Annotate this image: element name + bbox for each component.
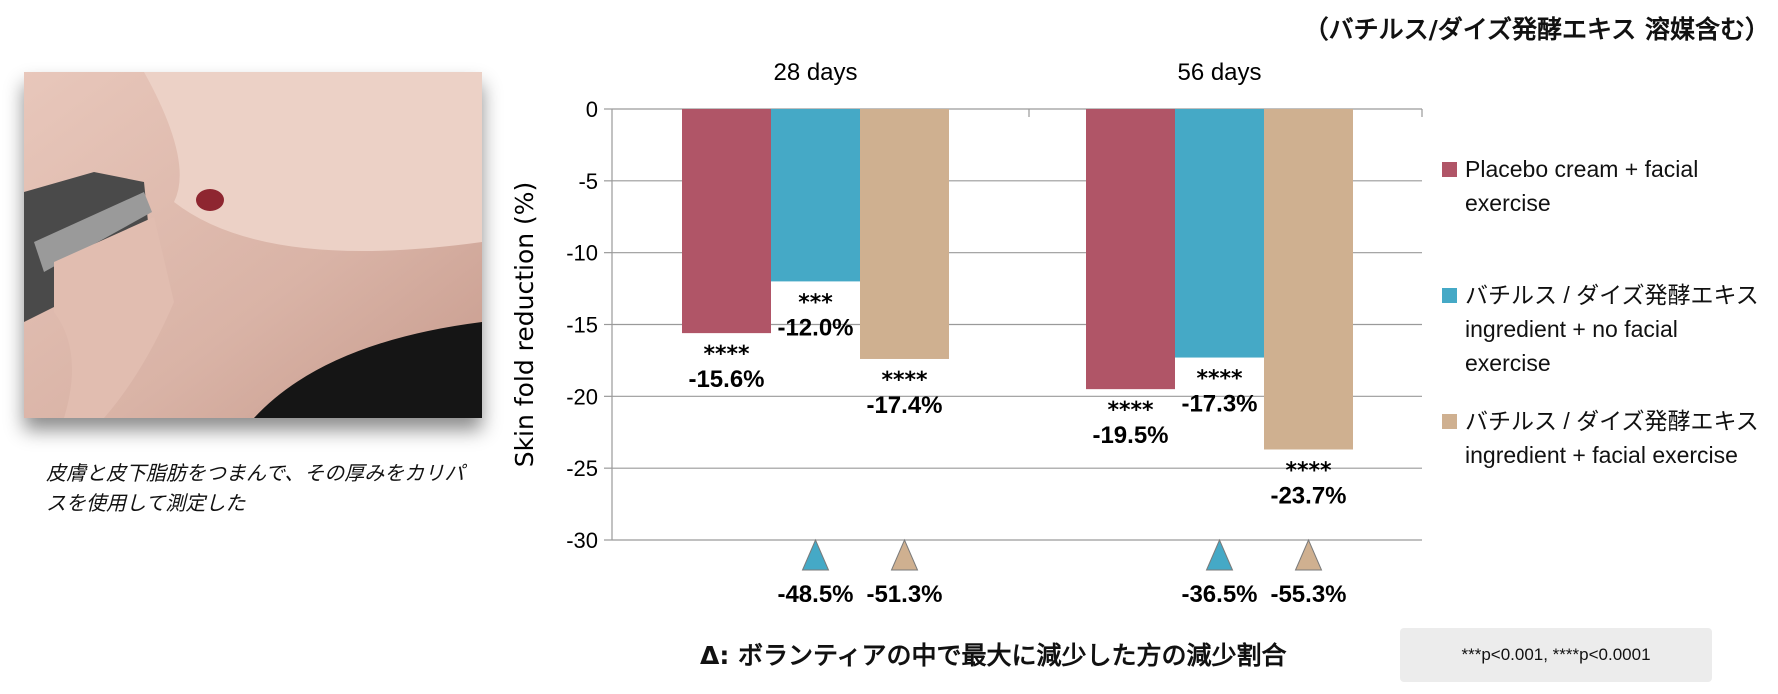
bar [860, 109, 949, 359]
max-reduction-note: Δ: ボランティアの中で最大に減少した方の減少割合 [700, 641, 1287, 670]
neck-caliper-image [24, 72, 482, 418]
legend-item-placebo: Placebo cream + facial exercise [1442, 152, 1698, 220]
category-label: 56 days [1177, 59, 1261, 86]
data-label: -15.6% [688, 366, 764, 393]
legend-line: exercise [1465, 350, 1551, 376]
y-tick-label: -30 [566, 528, 598, 553]
legend-line: exercise [1465, 190, 1551, 216]
max-reduction-label: -55.3% [1270, 581, 1346, 608]
bar [682, 109, 771, 334]
legend-line: ingredient + no facial [1465, 316, 1678, 342]
legend-item-exercise: バチルス / ダイズ発酵エキス ingredient + facial exer… [1442, 404, 1759, 472]
max-reduction-marker [1205, 538, 1234, 571]
max-reduction-marker [1294, 538, 1323, 571]
significance-stars: **** [703, 342, 750, 367]
legend-line: バチルス / ダイズ発酵エキス [1465, 408, 1759, 434]
data-label: -19.5% [1092, 422, 1168, 449]
caliper-photo [24, 72, 482, 418]
category-label: 28 days [773, 59, 857, 86]
significance-stars: **** [1196, 367, 1243, 392]
data-label: -23.7% [1270, 482, 1346, 509]
legend-item-no-exercise: バチルス / ダイズ発酵エキス ingredient + no facial e… [1442, 278, 1759, 380]
y-axis-label: Skin fold reduction (%) [510, 182, 539, 468]
significance-stars: **** [1107, 398, 1154, 423]
y-tick-label: -15 [566, 313, 598, 338]
photo-caption: 皮膚と皮下脂肪をつまんで、その厚みをカリパスを使用して測定した [46, 461, 465, 515]
legend-line: Placebo cream + facial [1465, 156, 1699, 182]
top-note: （バチルス/ダイズ発酵エキス 溶媒含む） [1303, 15, 1770, 44]
significance-box: ***p<0.001, ****p<0.0001 [1400, 628, 1712, 682]
legend-swatch-no-exercise [1442, 288, 1457, 303]
max-reduction-marker [801, 538, 830, 571]
max-reduction-label: -51.3% [866, 581, 942, 608]
legend-swatch-placebo [1442, 162, 1457, 177]
significance-stars: **** [881, 368, 928, 393]
bar [1175, 109, 1264, 358]
bar [771, 109, 860, 282]
y-tick-label: -25 [566, 456, 598, 481]
significance-stars: *** [798, 290, 833, 315]
bar [1264, 109, 1353, 450]
y-tick-label: -5 [578, 169, 598, 194]
y-tick-label: -20 [566, 384, 598, 409]
max-reduction-label: -48.5% [777, 581, 853, 608]
data-label: -12.0% [777, 314, 853, 341]
significance-stars: **** [1285, 458, 1332, 483]
max-reduction-marker [890, 538, 919, 571]
legend-swatch-exercise [1442, 414, 1457, 429]
data-label: -17.3% [1181, 391, 1257, 418]
legend-line: バチルス / ダイズ発酵エキス [1465, 282, 1759, 308]
y-tick-label: 0 [586, 97, 598, 122]
max-reduction-label: -36.5% [1181, 581, 1257, 608]
legend-line: ingredient + facial exercise [1465, 442, 1738, 468]
data-label: -17.4% [866, 392, 942, 419]
bar [1086, 109, 1175, 390]
y-tick-label: -10 [566, 241, 598, 266]
